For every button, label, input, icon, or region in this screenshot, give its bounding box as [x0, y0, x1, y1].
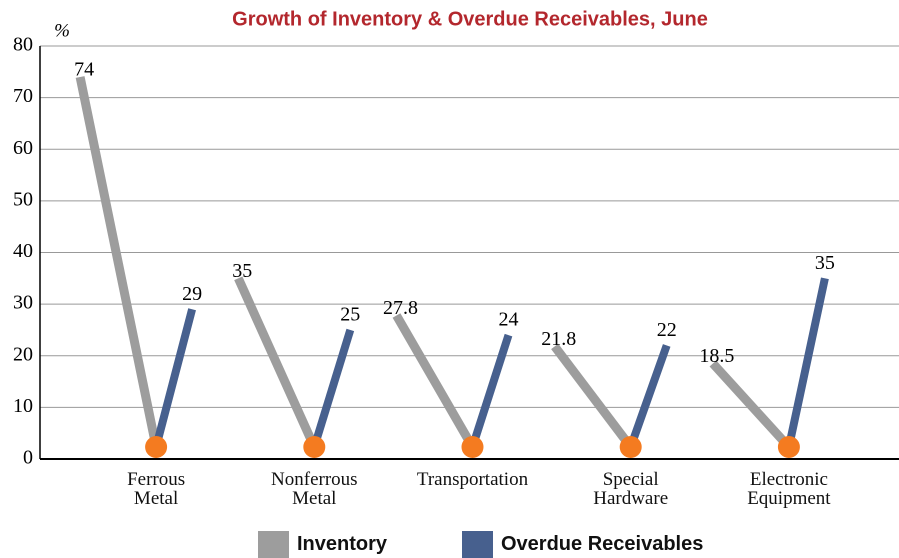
- x-tick-label: Special Hardware: [593, 469, 669, 509]
- overdue-value-label: 24: [499, 309, 519, 331]
- legend-item: Overdue Receivables: [462, 531, 703, 558]
- base-dot: [619, 436, 642, 458]
- legend-item: Inventory: [258, 531, 387, 558]
- inventory-line: [709, 360, 793, 451]
- y-tick-label: 70: [13, 85, 33, 107]
- y-tick-label: 50: [13, 188, 33, 210]
- y-tick-label: 60: [13, 137, 33, 159]
- inventory-line: [551, 343, 635, 450]
- base-dot: [777, 436, 800, 458]
- inventory-line: [75, 76, 161, 448]
- y-tick-label: 80: [13, 34, 33, 56]
- x-tick-label: Electronic Equipment: [747, 469, 831, 509]
- chart-title: Growth of Inventory & Overdue Receivable…: [232, 8, 708, 30]
- y-tick-label: 0: [23, 447, 33, 469]
- overdue-line: [310, 328, 355, 449]
- inventory-value-label: 27.8: [383, 297, 418, 319]
- legend-swatch: [462, 531, 493, 558]
- inventory-line: [392, 313, 477, 450]
- overdue-value-label: 22: [657, 319, 677, 341]
- overdue-value-label: 29: [182, 283, 202, 305]
- legend-label: Overdue Receivables: [501, 533, 704, 555]
- overdue-line: [152, 308, 196, 449]
- overdue-line: [468, 333, 513, 449]
- y-tick-label: 30: [13, 292, 33, 314]
- base-dot: [461, 436, 484, 458]
- x-tick-label: Transportation: [416, 469, 529, 490]
- base-dot: [303, 436, 326, 458]
- y-axis-label: %: [54, 20, 70, 41]
- overdue-value-label: 25: [340, 304, 360, 326]
- legend-swatch: [258, 531, 289, 558]
- overdue-line: [626, 344, 671, 449]
- overdue-value-label: 35: [815, 252, 835, 274]
- x-tick-label: Ferrous Metal: [127, 469, 186, 509]
- y-tick-label: 40: [13, 240, 33, 262]
- legend-label: Inventory: [297, 533, 388, 555]
- y-tick-label: 20: [13, 343, 33, 365]
- inventory-line: [234, 276, 319, 449]
- y-tick-label: 10: [13, 395, 33, 417]
- inventory-value-label: 18.5: [699, 345, 734, 367]
- inventory-value-label: 74: [74, 59, 94, 81]
- inventory-value-label: 21.8: [541, 328, 576, 350]
- inventory-value-label: 35: [232, 260, 252, 282]
- base-dot: [145, 436, 168, 458]
- overdue-line: [784, 277, 829, 448]
- x-tick-label: Nonferrous Metal: [271, 469, 358, 509]
